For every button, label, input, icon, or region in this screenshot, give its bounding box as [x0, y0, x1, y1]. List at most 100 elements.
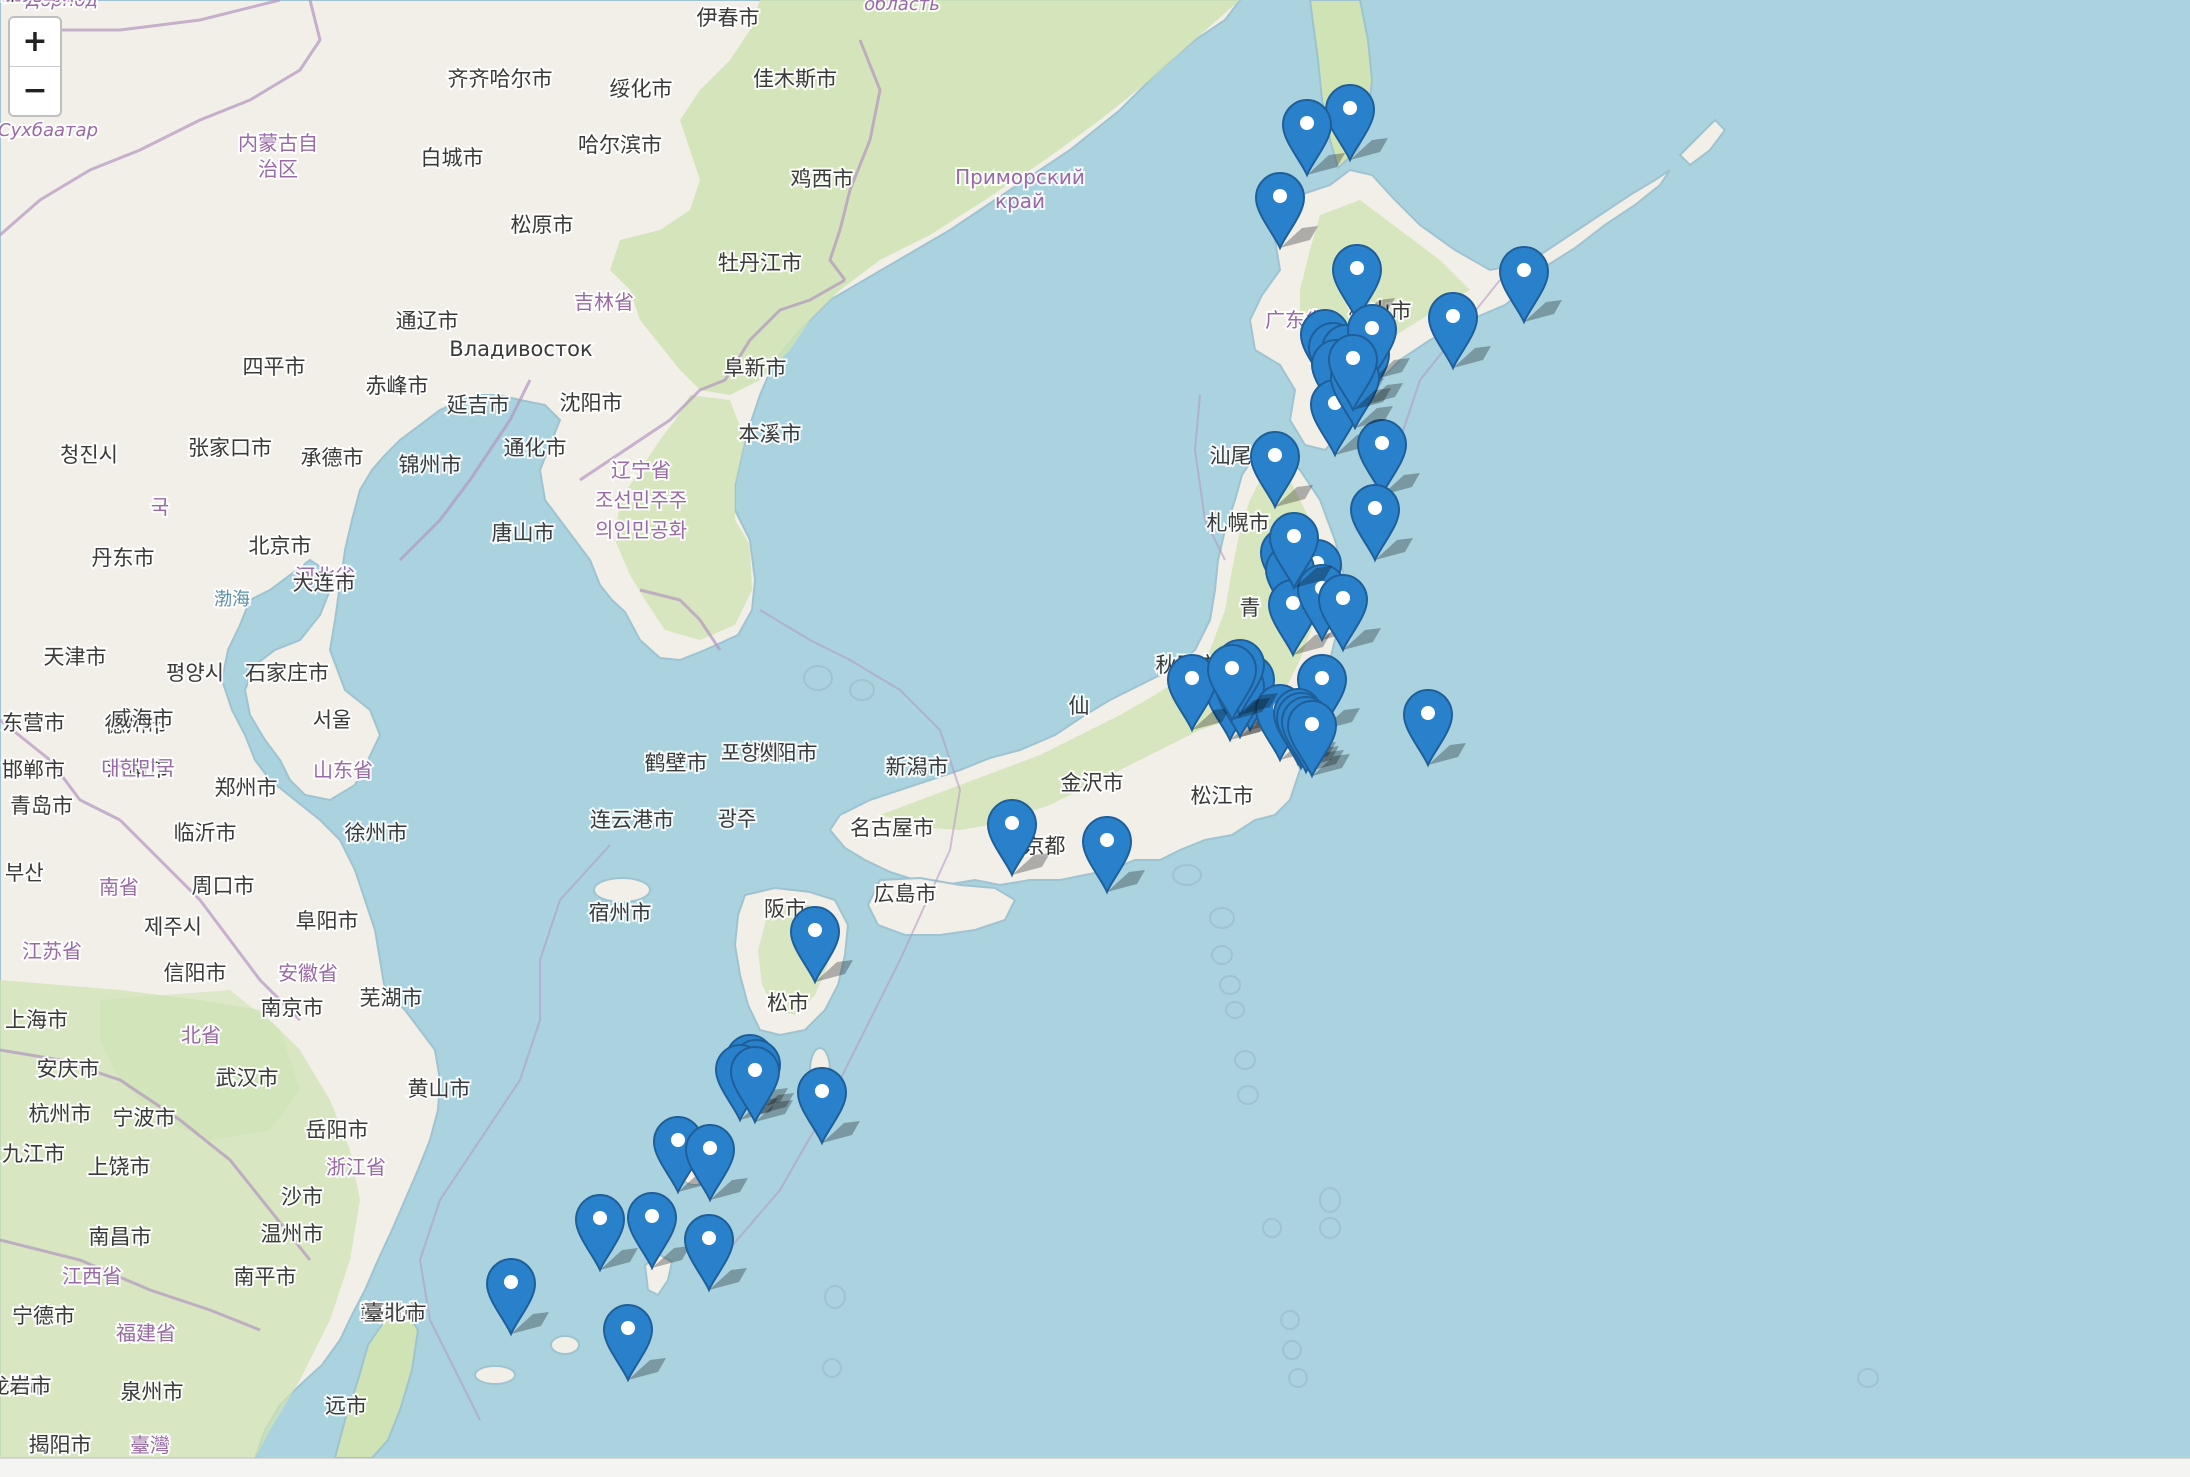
marker-pin[interactable]	[1427, 291, 1479, 371]
marker-16[interactable]	[1349, 483, 1413, 563]
marker-pin[interactable]	[1356, 418, 1408, 498]
marker-dot	[1368, 501, 1382, 515]
marker-37[interactable]	[1081, 815, 1145, 895]
map-label-admin: 安徽省	[278, 961, 338, 985]
marker-pin[interactable]	[683, 1213, 735, 1293]
marker-shadow	[511, 1312, 549, 1334]
map-label-city: 上饶市	[88, 1155, 151, 1179]
marker-pin[interactable]	[1286, 699, 1338, 779]
marker-50[interactable]	[602, 1303, 666, 1383]
marker-dot	[1185, 671, 1199, 685]
marker-2[interactable]	[1281, 98, 1345, 178]
marker-pin[interactable]	[1166, 653, 1218, 733]
marker-31[interactable]	[1286, 699, 1350, 779]
marker-pin[interactable]	[1268, 511, 1320, 591]
map-label-city: 石家庄市	[245, 661, 329, 685]
marker-42[interactable]	[729, 1045, 793, 1125]
marker-46[interactable]	[574, 1193, 638, 1273]
marker-pin[interactable]	[1206, 643, 1258, 723]
map-label-city: 本	[2, 0, 23, 5]
marker-dot	[1517, 263, 1531, 277]
marker-pin[interactable]	[1349, 483, 1401, 563]
map-label-city: 청진시	[60, 443, 118, 467]
marker-54[interactable]	[1317, 573, 1381, 653]
map-label-city: 濮阳市	[755, 741, 818, 765]
marker-36[interactable]	[986, 798, 1050, 878]
marker-pin[interactable]	[1498, 245, 1550, 325]
map-label-admin: 山东省	[313, 758, 373, 782]
forest-manchuria	[610, 0, 1240, 395]
marker-pin[interactable]	[1402, 688, 1454, 768]
marker-pin[interactable]	[789, 905, 841, 985]
map-label-city: 杭州市	[29, 1102, 92, 1126]
marker-pin[interactable]	[485, 1257, 537, 1337]
map-label-city: 承德市	[301, 446, 364, 470]
marker-pin[interactable]	[574, 1193, 626, 1273]
marker-32[interactable]	[1166, 653, 1230, 733]
marker-pin[interactable]	[1254, 171, 1306, 251]
marker-35[interactable]	[1402, 688, 1466, 768]
map-label-city: 徐州市	[345, 821, 408, 845]
marker-pin[interactable]	[1281, 98, 1333, 178]
marker-3[interactable]	[1254, 171, 1318, 251]
marker-34[interactable]	[1206, 643, 1270, 723]
zoom-in-button[interactable]: +	[10, 18, 60, 66]
map-label-city: 张家口市	[188, 436, 272, 460]
marker-pin[interactable]	[1081, 815, 1133, 895]
map-label-admin: 辽宁省	[611, 458, 671, 482]
marker-pin[interactable]	[986, 798, 1038, 878]
marker-47[interactable]	[626, 1191, 690, 1271]
marker-dot	[1305, 717, 1319, 731]
marker-pin[interactable]	[626, 1191, 678, 1271]
marker-pin[interactable]	[1317, 573, 1369, 653]
marker-14[interactable]	[1249, 430, 1313, 510]
marker-dot	[504, 1275, 518, 1289]
map-label-city: 延吉市	[447, 393, 510, 417]
marker-49[interactable]	[485, 1257, 549, 1337]
marker-pin[interactable]	[1327, 333, 1379, 413]
marker-dot	[808, 923, 822, 937]
marker-15[interactable]	[1356, 418, 1420, 498]
map-label-admin: край	[995, 189, 1045, 213]
map-label-city: 鸡西市	[791, 167, 854, 191]
marker-pin[interactable]	[1249, 430, 1301, 510]
marker-4[interactable]	[1498, 245, 1562, 325]
map-label-admin: 조선민주주	[595, 488, 687, 512]
map-label-admin: 北省	[181, 1023, 221, 1047]
map-label-city: 南平市	[234, 1265, 297, 1289]
marker-shadow	[1428, 743, 1466, 765]
map-label-city: 광주	[718, 807, 757, 831]
marker-shadow	[1353, 388, 1391, 410]
zoom-out-button[interactable]: −	[10, 66, 60, 115]
marker-52[interactable]	[1327, 333, 1391, 413]
marker-shadow	[1012, 853, 1050, 875]
marker-43[interactable]	[796, 1066, 860, 1146]
marker-shadow	[1343, 628, 1381, 650]
marker-48[interactable]	[683, 1213, 747, 1293]
marker-shadow	[1524, 300, 1562, 322]
map-label-city: 沈阳市	[560, 391, 623, 415]
marker-5[interactable]	[1427, 291, 1491, 371]
marker-shadow	[1240, 693, 1278, 715]
kuril-islands	[1538, 169, 1671, 267]
map-label-city: 牡丹江市	[718, 251, 802, 275]
marker-pin[interactable]	[684, 1123, 736, 1203]
marker-45[interactable]	[684, 1123, 748, 1203]
marker-pin[interactable]	[602, 1303, 654, 1383]
map-label-city: 哈尔滨市	[578, 133, 662, 157]
marker-55[interactable]	[1268, 511, 1332, 591]
map-label-city: 제주시	[144, 915, 202, 939]
land-borders	[0, 0, 882, 1332]
markers[interactable]	[485, 83, 1562, 1383]
map-label-city: 宿州市	[589, 901, 652, 925]
marker-pin[interactable]	[796, 1066, 848, 1146]
map-label-city: 德州市	[105, 713, 168, 737]
marker-dot	[1375, 436, 1389, 450]
marker-dot	[815, 1084, 829, 1098]
marker-pin[interactable]	[729, 1045, 781, 1125]
map-label-city: 周口市	[192, 874, 255, 898]
marker-pin[interactable]	[1331, 243, 1383, 323]
marker-38[interactable]	[789, 905, 853, 985]
